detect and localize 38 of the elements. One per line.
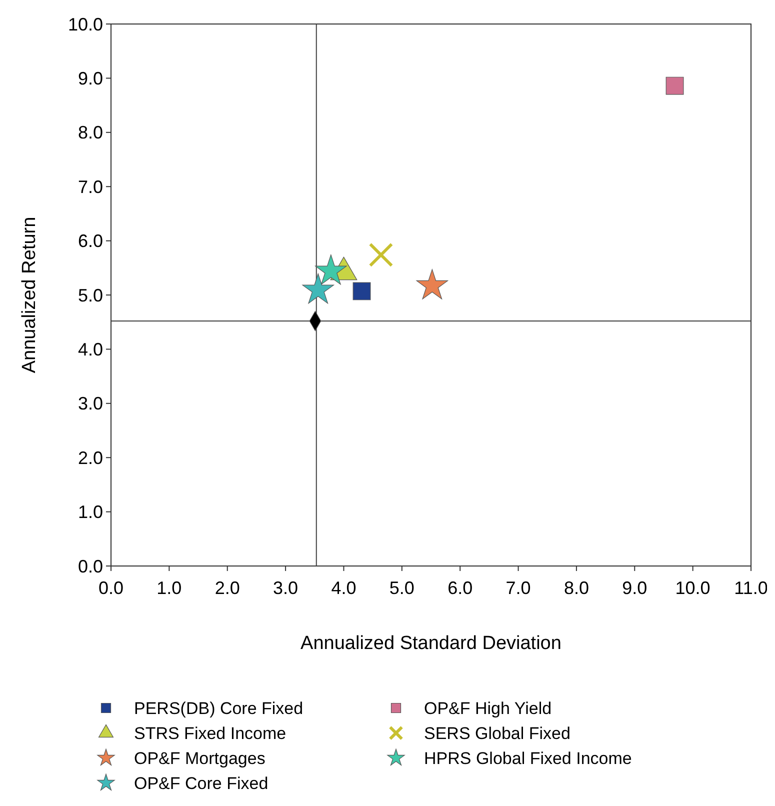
point <box>368 242 394 268</box>
legend-label: OP&F Core Fixed <box>134 774 268 793</box>
x-tick-label: 9.0 <box>622 578 648 598</box>
legend-label: OP&F Mortgages <box>134 748 266 768</box>
point <box>666 76 684 95</box>
y-tick-label: 5.0 <box>78 285 103 306</box>
x-tick-label: 10.0 <box>675 578 710 598</box>
y-tick-label: 9.0 <box>78 68 103 88</box>
point <box>352 282 371 300</box>
point <box>416 269 448 300</box>
x-tick-label: 11.0 <box>734 578 768 598</box>
x-tick-label: 1.0 <box>156 578 182 598</box>
x-axis-title: Annualized Standard Deviation <box>300 633 562 654</box>
y-tick-label: 7.0 <box>78 176 103 197</box>
x-tick-label: 5.0 <box>389 578 414 598</box>
x-tick-label: 2.0 <box>214 578 240 598</box>
x-tick-label: 8.0 <box>564 578 589 598</box>
legend-label: STRS Fixed Income <box>134 724 286 743</box>
y-tick-label: 3.0 <box>78 394 103 414</box>
x-tick-label: 6.0 <box>448 578 473 598</box>
y-tick-label: 2.0 <box>78 448 103 468</box>
y-tick-label: 6.0 <box>78 231 103 252</box>
y-tick-label: 8.0 <box>78 122 103 143</box>
y-tick-label: 0.0 <box>78 556 103 576</box>
x-tick-label: 7.0 <box>506 578 531 598</box>
x-tick-label: 3.0 <box>273 578 298 598</box>
legend-label: PERS(DB) Core Fixed <box>134 698 304 718</box>
x-tick-label: 4.0 <box>331 578 356 598</box>
legend-label: OP&F High Yield <box>424 698 552 718</box>
y-axis-title: Annualized Return <box>19 216 40 374</box>
y-tick-label: 1.0 <box>78 502 103 522</box>
y-tick-label: 10.0 <box>68 14 103 34</box>
y-tick-label: 4.0 <box>78 340 103 360</box>
point <box>302 273 334 304</box>
legend-label: SERS Global Fixed <box>424 724 570 743</box>
point <box>315 254 347 285</box>
x-tick-label: 0.0 <box>98 578 124 598</box>
legend-label: HPRS Global Fixed Income <box>424 748 632 768</box>
